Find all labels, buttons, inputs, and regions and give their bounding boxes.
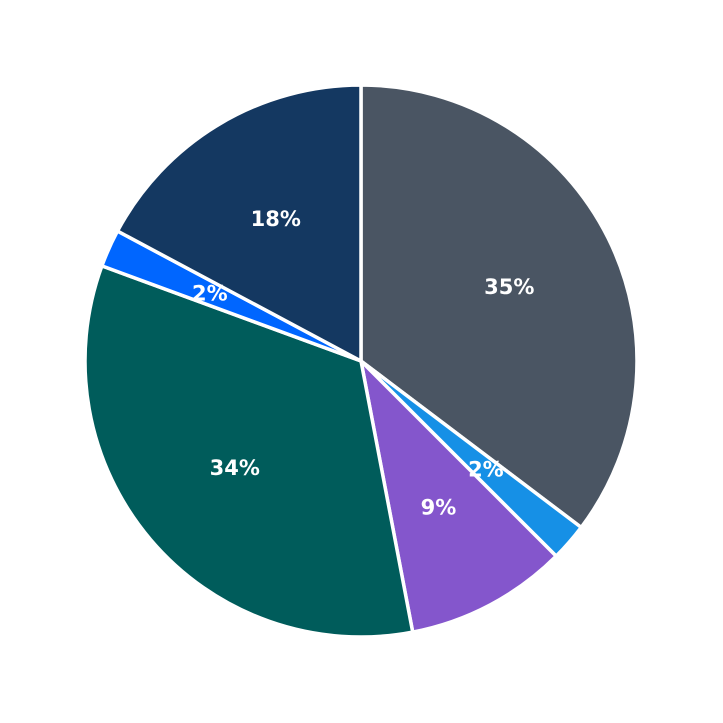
pie-slice [359, 83, 639, 530]
pie-slices [83, 83, 639, 639]
slice-label: 34% [210, 456, 260, 480]
slice-label: 35% [484, 275, 534, 299]
slice-label: 9% [421, 495, 457, 519]
slice-label: 18% [251, 207, 301, 231]
pie-slice [115, 83, 363, 363]
slice-label: 2% [192, 281, 228, 305]
pie-labels: 35% 2% 9% 34% 2% 18% [192, 207, 534, 519]
pie-slice [83, 264, 415, 639]
pie-slice [359, 359, 558, 634]
slice-label: 2% [468, 458, 504, 482]
